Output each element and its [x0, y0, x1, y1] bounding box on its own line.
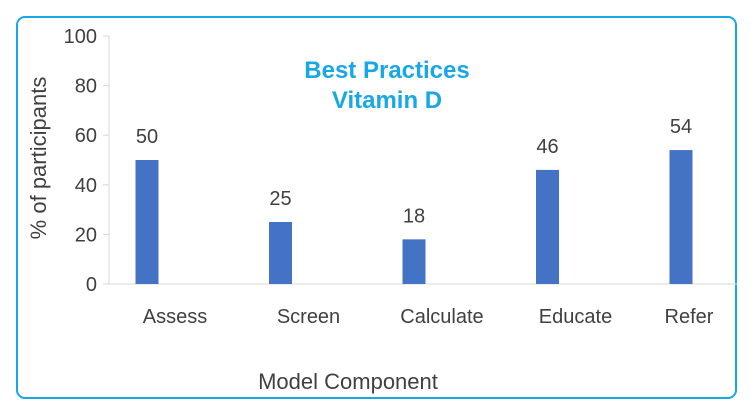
- bar-educate: [536, 169, 559, 284]
- x-axis-title: Model Component: [258, 369, 438, 394]
- y-tick-label: 0: [86, 274, 97, 296]
- category-labels: Assess Screen Calculate Educate Refer: [143, 306, 714, 328]
- bar-refer: [669, 150, 693, 284]
- data-labels: 50 25 18 46 54: [136, 116, 692, 227]
- y-tick-label: 20: [75, 224, 97, 246]
- y-tick-label: 100: [64, 26, 97, 48]
- chart-title-line-2: Vitamin D: [332, 87, 442, 114]
- data-label-assess: 50: [136, 126, 158, 148]
- bar-assess: [135, 160, 159, 284]
- bar-screen: [269, 222, 292, 284]
- x-category-label-refer: Refer: [665, 306, 714, 328]
- x-category-label-calculate: Calculate: [400, 306, 483, 328]
- x-category-label-educate: Educate: [539, 306, 612, 328]
- data-label-calculate: 18: [403, 205, 425, 227]
- data-label-refer: 54: [670, 116, 692, 138]
- data-label-educate: 46: [536, 136, 558, 158]
- x-category-label-assess: Assess: [143, 306, 207, 328]
- chart-title-line-1: Best Practices: [304, 57, 469, 84]
- y-tick-label: 40: [75, 175, 97, 197]
- y-ticks: 0 20 40 60 80 100: [64, 26, 109, 296]
- data-label-screen: 25: [269, 188, 291, 210]
- y-tick-label: 80: [75, 76, 97, 98]
- y-axis-title: % of participants: [26, 77, 51, 240]
- y-tick-label: 60: [75, 125, 97, 147]
- bar-calculate: [402, 239, 426, 284]
- x-category-label-screen: Screen: [277, 306, 340, 328]
- bars: [135, 150, 693, 284]
